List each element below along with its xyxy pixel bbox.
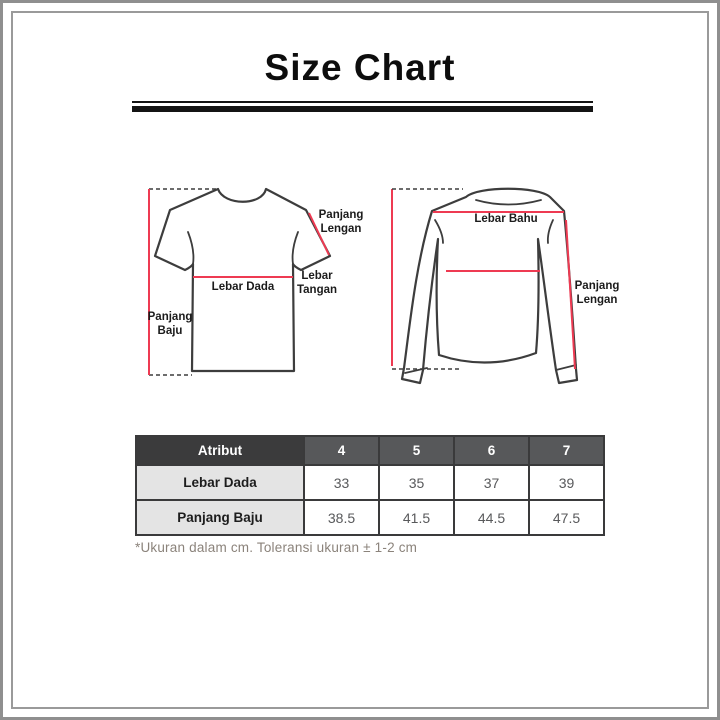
label-line: Lengan <box>320 222 362 235</box>
divider-thick-line <box>132 106 593 112</box>
sleeve-length-measure-line <box>308 212 330 256</box>
label-sleeve-length-long: Panjang Lengan <box>575 280 620 307</box>
collar-inner-line <box>475 199 542 206</box>
right-armhole-seam <box>546 219 554 244</box>
right-armhole-seam <box>291 231 299 265</box>
short-sleeve-shirt-diagram <box>148 187 332 376</box>
table-header-size-6: 6 <box>453 435 530 466</box>
label-line: Baju <box>157 324 183 337</box>
sleeve-length-measure-line <box>565 219 576 370</box>
label-line: Tangan <box>296 283 338 296</box>
row-label: Lebar Dada <box>135 464 305 501</box>
table-header-size-4: 4 <box>303 435 380 466</box>
label-shoulder-width: Lebar Bahu <box>474 213 538 225</box>
divider-thin-line <box>132 101 593 103</box>
right-cuff-line <box>555 364 577 371</box>
table-header-size-5: 5 <box>378 435 455 466</box>
table-row-chest-width: Lebar Dada 33 35 37 39 <box>135 464 605 501</box>
label-line: Panjang <box>574 280 620 292</box>
cell-value: 47.5 <box>528 499 605 536</box>
cell-value: 37 <box>453 464 530 501</box>
label-line: Panjang <box>318 209 364 221</box>
row-label: Panjang Baju <box>135 499 305 536</box>
cell-value: 41.5 <box>378 499 455 536</box>
label-shirt-length: Panjang Baju <box>148 311 193 338</box>
measurement-footnote: *Ukuran dalam cm. Toleransi ukuran ± 1-2… <box>135 540 418 555</box>
left-armhole-seam <box>187 231 195 265</box>
table-header-row: Atribut 4 5 6 7 <box>135 435 605 466</box>
cell-value: 33 <box>303 464 380 501</box>
table-header-attribute: Atribut <box>135 435 305 466</box>
label-line: Lebar <box>301 270 333 282</box>
cell-value: 38.5 <box>303 499 380 536</box>
label-line: Lengan <box>576 293 618 306</box>
page-title: Size Chart <box>264 47 456 88</box>
table-row-shirt-length: Panjang Baju 38.5 41.5 44.5 47.5 <box>135 499 605 536</box>
left-armhole-seam <box>434 219 444 244</box>
long-sleeve-shirt-diagram <box>391 187 579 385</box>
cell-value: 35 <box>378 464 455 501</box>
label-sleeve-length-short: Panjang Lengan <box>319 209 364 236</box>
label-line: Panjang <box>147 311 193 323</box>
table-header-size-7: 7 <box>528 435 605 466</box>
cell-value: 39 <box>528 464 605 501</box>
cell-value: 44.5 <box>453 499 530 536</box>
inner-border-frame <box>11 11 709 709</box>
label-chest-width: Lebar Dada <box>211 281 275 293</box>
size-table: Atribut 4 5 6 7 Lebar Dada 33 35 37 39 P… <box>135 435 605 536</box>
title-divider <box>132 101 593 112</box>
label-hand-width: Lebar Tangan <box>297 270 337 297</box>
tshirt-outline <box>153 187 332 373</box>
